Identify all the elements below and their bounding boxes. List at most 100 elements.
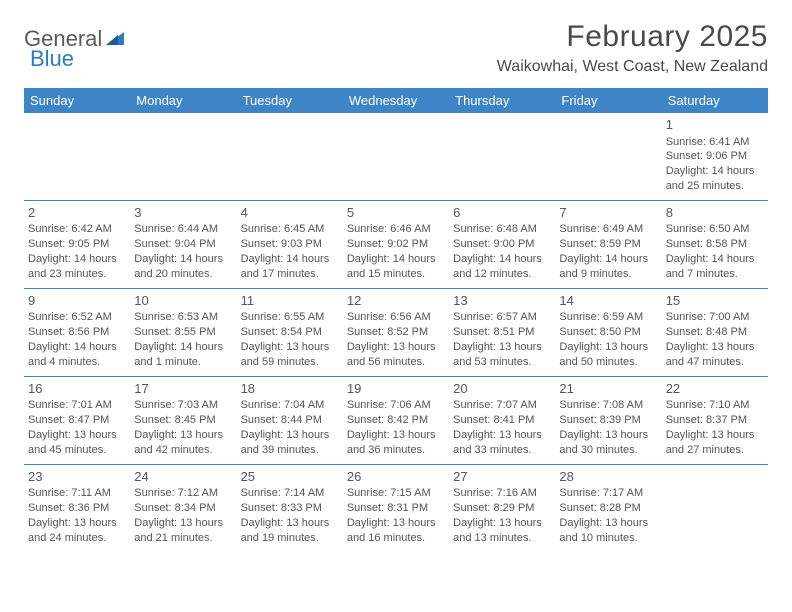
- logo-blue-wrapper: Blue: [30, 46, 74, 72]
- day-info-line: and 59 minutes.: [241, 355, 339, 370]
- day-info-line: Sunrise: 7:03 AM: [134, 398, 232, 413]
- day-number: 27: [453, 468, 551, 486]
- calendar-day-cell: 21Sunrise: 7:08 AMSunset: 8:39 PMDayligh…: [555, 376, 661, 464]
- day-info-line: Sunset: 8:41 PM: [453, 413, 551, 428]
- day-info-line: Daylight: 13 hours: [347, 516, 445, 531]
- calendar-day-cell: 1Sunrise: 6:41 AMSunset: 9:06 PMDaylight…: [662, 113, 768, 200]
- day-info-line: Daylight: 14 hours: [666, 164, 764, 179]
- day-info: Sunrise: 7:11 AMSunset: 8:36 PMDaylight:…: [28, 486, 126, 545]
- day-info-line: Sunrise: 6:56 AM: [347, 310, 445, 325]
- day-info-line: and 50 minutes.: [559, 355, 657, 370]
- day-number: 22: [666, 380, 764, 398]
- calendar-week-row: 1Sunrise: 6:41 AMSunset: 9:06 PMDaylight…: [24, 113, 768, 200]
- day-info-line: and 9 minutes.: [559, 267, 657, 282]
- day-info-line: Sunrise: 6:59 AM: [559, 310, 657, 325]
- day-info: Sunrise: 7:00 AMSunset: 8:48 PMDaylight:…: [666, 310, 764, 369]
- day-info-line: Sunrise: 6:50 AM: [666, 222, 764, 237]
- day-info-line: Sunset: 8:47 PM: [28, 413, 126, 428]
- logo-text-blue: Blue: [30, 46, 74, 71]
- calendar-day-cell: 16Sunrise: 7:01 AMSunset: 8:47 PMDayligh…: [24, 376, 130, 464]
- day-info-line: Daylight: 14 hours: [134, 252, 232, 267]
- day-info-line: Sunrise: 6:41 AM: [666, 135, 764, 150]
- calendar-day-cell: 19Sunrise: 7:06 AMSunset: 8:42 PMDayligh…: [343, 376, 449, 464]
- day-info-line: and 27 minutes.: [666, 443, 764, 458]
- calendar-day-cell: 4Sunrise: 6:45 AMSunset: 9:03 PMDaylight…: [237, 200, 343, 288]
- calendar-day-cell: [343, 113, 449, 200]
- day-info-line: and 25 minutes.: [666, 179, 764, 194]
- day-info-line: Sunrise: 6:49 AM: [559, 222, 657, 237]
- calendar-day-cell: 27Sunrise: 7:16 AMSunset: 8:29 PMDayligh…: [449, 464, 555, 551]
- calendar-day-cell: 15Sunrise: 7:00 AMSunset: 8:48 PMDayligh…: [662, 288, 768, 376]
- day-info-line: Daylight: 14 hours: [241, 252, 339, 267]
- day-info-line: Sunset: 8:45 PM: [134, 413, 232, 428]
- day-number: 13: [453, 292, 551, 310]
- calendar-day-cell: 14Sunrise: 6:59 AMSunset: 8:50 PMDayligh…: [555, 288, 661, 376]
- day-info-line: Sunset: 8:28 PM: [559, 501, 657, 516]
- day-info-line: Sunset: 8:54 PM: [241, 325, 339, 340]
- calendar-day-cell: [24, 113, 130, 200]
- day-info-line: Daylight: 14 hours: [28, 252, 126, 267]
- day-info-line: and 24 minutes.: [28, 531, 126, 546]
- day-info: Sunrise: 6:44 AMSunset: 9:04 PMDaylight:…: [134, 222, 232, 281]
- day-number: 3: [134, 204, 232, 222]
- day-info-line: Daylight: 13 hours: [559, 516, 657, 531]
- day-number: 1: [666, 116, 764, 134]
- day-info-line: Sunset: 8:56 PM: [28, 325, 126, 340]
- weekday-header-row: SundayMondayTuesdayWednesdayThursdayFrid…: [24, 88, 768, 113]
- day-info-line: Sunset: 9:04 PM: [134, 237, 232, 252]
- calendar-table: SundayMondayTuesdayWednesdayThursdayFrid…: [24, 88, 768, 552]
- day-info-line: and 30 minutes.: [559, 443, 657, 458]
- day-number: 15: [666, 292, 764, 310]
- day-info-line: Sunrise: 6:42 AM: [28, 222, 126, 237]
- day-number: 4: [241, 204, 339, 222]
- calendar-day-cell: 28Sunrise: 7:17 AMSunset: 8:28 PMDayligh…: [555, 464, 661, 551]
- calendar-body: 1Sunrise: 6:41 AMSunset: 9:06 PMDaylight…: [24, 113, 768, 552]
- day-info-line: Sunrise: 7:15 AM: [347, 486, 445, 501]
- calendar-week-row: 9Sunrise: 6:52 AMSunset: 8:56 PMDaylight…: [24, 288, 768, 376]
- location: Waikowhai, West Coast, New Zealand: [497, 58, 768, 76]
- day-number: 10: [134, 292, 232, 310]
- day-info-line: Sunrise: 6:48 AM: [453, 222, 551, 237]
- day-number: 14: [559, 292, 657, 310]
- day-info-line: Sunset: 9:06 PM: [666, 149, 764, 164]
- day-info-line: and 12 minutes.: [453, 267, 551, 282]
- day-info-line: and 4 minutes.: [28, 355, 126, 370]
- day-info: Sunrise: 6:53 AMSunset: 8:55 PMDaylight:…: [134, 310, 232, 369]
- day-info-line: Daylight: 13 hours: [453, 516, 551, 531]
- day-number: 18: [241, 380, 339, 398]
- day-info-line: Sunset: 8:39 PM: [559, 413, 657, 428]
- day-info: Sunrise: 6:50 AMSunset: 8:58 PMDaylight:…: [666, 222, 764, 281]
- day-info: Sunrise: 7:15 AMSunset: 8:31 PMDaylight:…: [347, 486, 445, 545]
- day-info-line: and 47 minutes.: [666, 355, 764, 370]
- day-info: Sunrise: 6:41 AMSunset: 9:06 PMDaylight:…: [666, 135, 764, 194]
- day-info-line: Sunrise: 7:08 AM: [559, 398, 657, 413]
- day-info: Sunrise: 7:17 AMSunset: 8:28 PMDaylight:…: [559, 486, 657, 545]
- day-info-line: Sunrise: 7:12 AM: [134, 486, 232, 501]
- day-number: 20: [453, 380, 551, 398]
- day-info-line: Sunset: 8:34 PM: [134, 501, 232, 516]
- day-info-line: Sunrise: 6:46 AM: [347, 222, 445, 237]
- day-info-line: Daylight: 14 hours: [134, 340, 232, 355]
- day-info-line: and 1 minute.: [134, 355, 232, 370]
- day-info-line: Daylight: 13 hours: [666, 428, 764, 443]
- day-info-line: Sunset: 8:37 PM: [666, 413, 764, 428]
- day-info-line: Sunrise: 7:00 AM: [666, 310, 764, 325]
- day-info-line: Sunrise: 7:07 AM: [453, 398, 551, 413]
- day-info: Sunrise: 7:10 AMSunset: 8:37 PMDaylight:…: [666, 398, 764, 457]
- day-info-line: Daylight: 13 hours: [666, 340, 764, 355]
- day-info: Sunrise: 7:16 AMSunset: 8:29 PMDaylight:…: [453, 486, 551, 545]
- calendar-day-cell: 2Sunrise: 6:42 AMSunset: 9:05 PMDaylight…: [24, 200, 130, 288]
- weekday-header: Tuesday: [237, 88, 343, 113]
- day-info-line: Daylight: 14 hours: [666, 252, 764, 267]
- day-info-line: and 33 minutes.: [453, 443, 551, 458]
- day-info-line: Daylight: 13 hours: [453, 340, 551, 355]
- day-info: Sunrise: 6:49 AMSunset: 8:59 PMDaylight:…: [559, 222, 657, 281]
- day-number: 5: [347, 204, 445, 222]
- day-info: Sunrise: 6:52 AMSunset: 8:56 PMDaylight:…: [28, 310, 126, 369]
- calendar-day-cell: 9Sunrise: 6:52 AMSunset: 8:56 PMDaylight…: [24, 288, 130, 376]
- day-number: 16: [28, 380, 126, 398]
- day-info: Sunrise: 6:55 AMSunset: 8:54 PMDaylight:…: [241, 310, 339, 369]
- day-info-line: Sunrise: 6:45 AM: [241, 222, 339, 237]
- day-info-line: Daylight: 13 hours: [241, 516, 339, 531]
- day-info-line: Sunset: 8:36 PM: [28, 501, 126, 516]
